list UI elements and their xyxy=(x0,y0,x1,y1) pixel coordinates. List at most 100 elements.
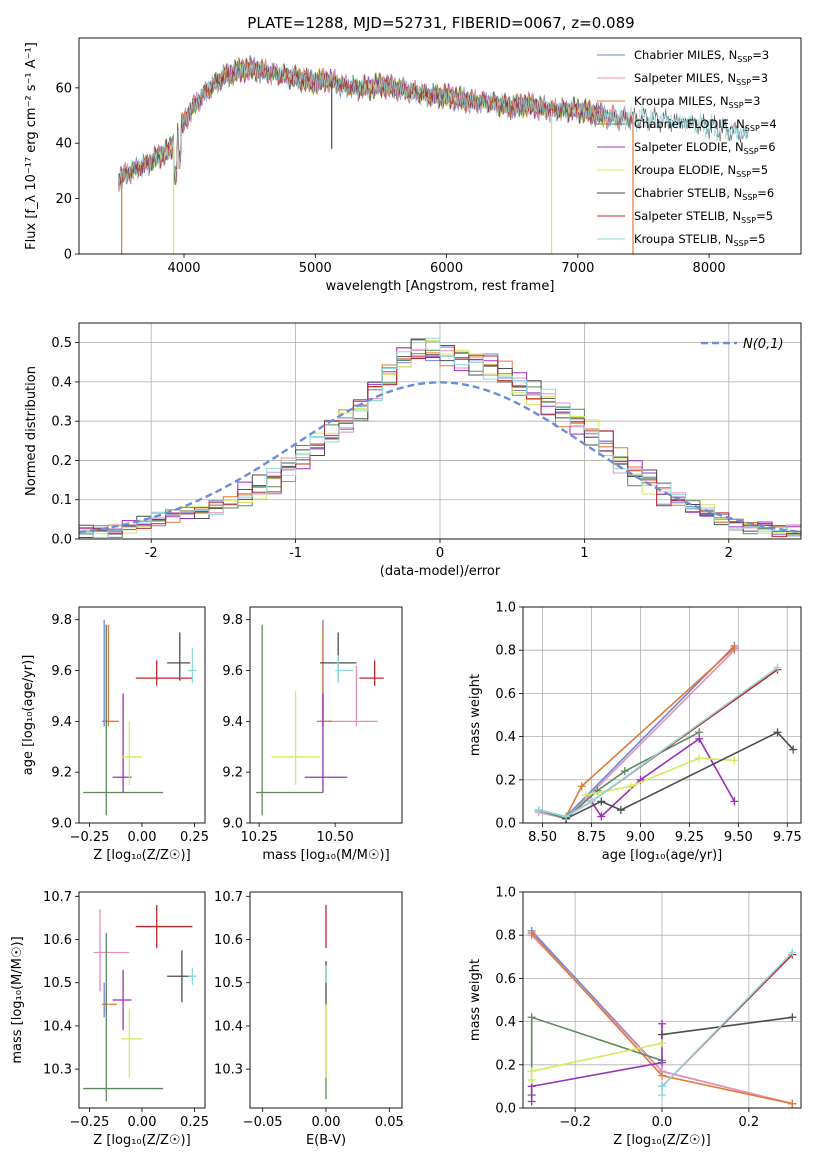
x-tick-label: 0.0 xyxy=(652,1115,673,1130)
x-tick-label: 0.05 xyxy=(375,1115,404,1130)
x-tick-label: −0.2 xyxy=(559,1115,591,1130)
y-axis-label: mass [log₁₀(M/M☉)] xyxy=(10,936,25,1063)
legend-entry: Kroupa STELIB, NSSP=5 xyxy=(634,232,765,248)
y-tick-label: 9.4 xyxy=(51,715,72,730)
mass-weight-vs-metallicity-panel: −0.2 0.0 0.2 0.0 0.2 0.4 0.6 0.8 1.0 Z [log₁₀(Z/Z… xyxy=(468,886,802,1148)
y-tick-label: 0.2 xyxy=(495,1058,516,1073)
x-axis-label: Z [log₁₀(Z/Z☉)] xyxy=(93,848,190,863)
legend-suffix: =6 xyxy=(759,140,776,154)
y-tick-label: 10.4 xyxy=(214,1019,243,1034)
y-tick-label: 9.8 xyxy=(51,613,72,628)
y-tick-label: 10.5 xyxy=(43,976,72,991)
y-tick-label: 10.4 xyxy=(43,1019,72,1034)
x-tick-label: 8.50 xyxy=(528,830,557,845)
x-tick-label: 0.00 xyxy=(128,1115,157,1130)
legend-entry: Salpeter MILES, NSSP=3 xyxy=(634,71,768,87)
x-axis-label: E(B-V) xyxy=(306,1133,346,1148)
x-tick-label: 0.2 xyxy=(739,1115,760,1130)
legend-suffix: =3 xyxy=(744,94,761,108)
legend-suffix: =5 xyxy=(756,209,773,223)
x-tick-label: 7000 xyxy=(561,261,594,276)
spectrum-panel: 4000 5000 6000 7000 8000 0 20 40 60 wavelength [A… xyxy=(24,37,802,294)
x-tick-label: 4000 xyxy=(167,261,200,276)
y-tick-label: 0.0 xyxy=(495,817,516,832)
y-tick-label: 9.0 xyxy=(51,817,72,832)
weight-point xyxy=(527,1013,536,1022)
legend-subscript: SSP xyxy=(736,78,751,87)
weight-point xyxy=(730,644,739,653)
weight-point xyxy=(658,1091,666,1100)
x-tick-label: 9.25 xyxy=(675,830,704,845)
axes-frame xyxy=(78,37,802,255)
x-tick-label: −0.25 xyxy=(70,1115,110,1130)
gaussian-reference xyxy=(78,381,802,534)
y-tick-label: 10.7 xyxy=(214,890,243,905)
x-axis-label: Z [log₁₀(Z/Z☉)] xyxy=(613,1133,710,1148)
x-axis-label: mass [log₁₀(M/M☉)] xyxy=(262,848,389,863)
legend-subscript: SSP xyxy=(745,124,760,133)
spectrum-line xyxy=(118,60,749,184)
weight-point xyxy=(695,734,704,743)
weight-point xyxy=(626,782,635,791)
weight-line xyxy=(538,645,735,818)
y-tick-label: 0.8 xyxy=(495,929,516,944)
y-tick-label: 0.4 xyxy=(495,1015,516,1030)
x-tick-label: 0.25 xyxy=(180,1115,209,1130)
y-tick-label: 40 xyxy=(55,137,72,152)
y-tick-label: 9.4 xyxy=(222,715,243,730)
y-tick-label: 10.5 xyxy=(214,976,243,991)
y-axis-label: Normed distribution xyxy=(24,366,39,496)
y-tick-label: 9.8 xyxy=(222,613,243,628)
y-tick-label: 20 xyxy=(55,192,72,207)
weight-point xyxy=(587,797,596,806)
x-tick-label: −0.05 xyxy=(243,1115,283,1130)
weight-point xyxy=(788,1013,797,1022)
weight-line xyxy=(585,757,735,796)
legend-subscript: SSP xyxy=(737,55,752,64)
weight-point xyxy=(562,812,571,821)
weight-point xyxy=(658,1030,666,1039)
x-axis-label: wavelength [Angstrom, rest frame] xyxy=(326,279,555,294)
legend-suffix: =5 xyxy=(751,163,768,177)
x-tick-label: 10.50 xyxy=(317,830,354,845)
x-tick-label: 0.00 xyxy=(128,830,157,845)
mass-weight-vs-age-panel: 8.50 8.75 9.00 9.25 9.50 9.75 0.0 0.2 0.4 0.6 0.8 1… xyxy=(468,601,802,864)
weight-point xyxy=(581,790,590,799)
legend-suffix: =3 xyxy=(752,48,769,62)
x-tick-label: 0.00 xyxy=(312,1115,341,1130)
weight-point xyxy=(527,1075,536,1084)
y-tick-label: 0.2 xyxy=(51,454,72,469)
legend-suffix: =6 xyxy=(757,186,774,200)
y-axis-label: mass weight xyxy=(468,959,483,1041)
histogram-series xyxy=(79,337,801,539)
age-vs-mass-panel: 10.25 10.50 9.0 9.2 9.4 9.6 9.8 mass [log₁₀(M/M… xyxy=(222,606,403,863)
axes-frame xyxy=(249,891,403,1109)
x-tick-label: 9.50 xyxy=(724,830,753,845)
weight-point xyxy=(577,782,586,791)
x-axis-label: (data-model)/error xyxy=(380,564,501,579)
weight-line xyxy=(565,731,794,820)
y-tick-label: 9.0 xyxy=(222,817,243,832)
legend-entry: Kroupa ELODIE, NSSP=5 xyxy=(634,163,768,179)
x-tick-label: 8000 xyxy=(693,261,726,276)
y-tick-label: 10.3 xyxy=(43,1063,72,1078)
legend-entry: Salpeter STELIB, NSSP=5 xyxy=(634,209,773,225)
weight-point xyxy=(730,797,739,806)
axes-frame xyxy=(78,606,206,824)
x-axis-label: Z [log₁₀(Z/Z☉)] xyxy=(93,1133,190,1148)
axes-frame xyxy=(78,322,802,540)
mass-vs-metallicity-panel: −0.25 0.00 0.25 10.3 10.4 10.5 10.6 10.7 Z [log₁… xyxy=(10,890,209,1148)
y-tick-label: 0.2 xyxy=(495,773,516,788)
x-tick-label: 6000 xyxy=(430,261,463,276)
age-vs-metallicity-panel: −0.25 0.00 0.25 9.0 9.2 9.4 9.6 9.8 Z [log₁₀(Z/Z… xyxy=(21,606,209,863)
axes-frame xyxy=(78,891,206,1109)
weight-line xyxy=(661,1016,793,1036)
figure-title: PLATE=1288, MJD=52731, FIBERID=0067, z=0… xyxy=(247,14,634,32)
mass-vs-extinction-panel: −0.05 0.00 0.05 10.3 10.4 10.5 10.6 10.7 E(B-V) xyxy=(214,890,404,1148)
weight-point xyxy=(527,1067,536,1076)
x-tick-label: 9.00 xyxy=(626,830,655,845)
legend-subscript: SSP xyxy=(734,239,749,248)
y-tick-label: 10.3 xyxy=(214,1063,243,1078)
weight-point xyxy=(527,1097,536,1106)
axes-frame xyxy=(522,606,802,824)
